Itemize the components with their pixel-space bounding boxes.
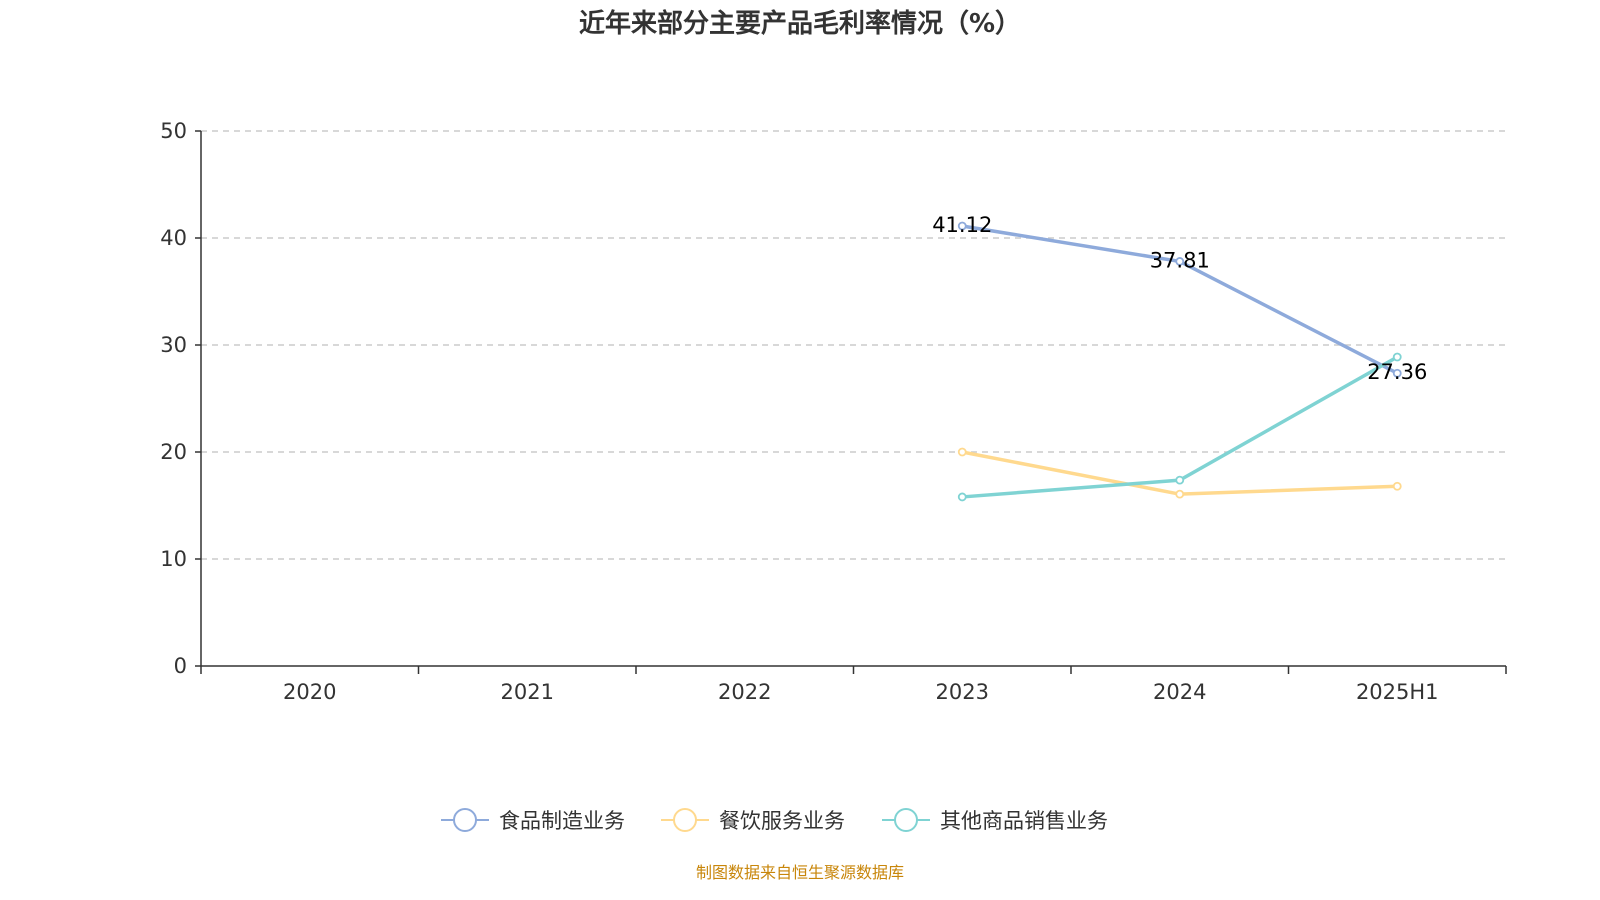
legend-item-3[interactable]: 其他商品销售业务 (882, 808, 1108, 833)
data-point (957, 492, 967, 502)
x-tick-label: 2025H1 (1356, 680, 1439, 704)
series-line-2 (961, 450, 1398, 496)
source-note: 制图数据来自恒生聚源数据库 (696, 863, 904, 882)
y-tick-label: 10 (160, 547, 187, 571)
legend-circle-icon (673, 808, 697, 832)
data-point (1392, 368, 1402, 378)
data-point (957, 221, 967, 231)
chart-title: 近年来部分主要产品毛利率情况（%） (579, 8, 1021, 39)
data-point (1175, 489, 1185, 499)
legend-item-1[interactable]: 食品制造业务 (441, 808, 625, 833)
data-point (1175, 257, 1185, 266)
legend-label: 餐饮服务业务 (719, 809, 845, 833)
data-point (1392, 352, 1402, 362)
legend-label: 其他商品销售业务 (940, 809, 1108, 833)
y-tick-label: 50 (160, 119, 187, 143)
x-tick-label: 2024 (1153, 680, 1206, 704)
x-tick-label: 2023 (936, 680, 989, 704)
legend-label: 食品制造业务 (499, 809, 625, 833)
y-tick-label: 30 (160, 333, 187, 357)
legend-item-2[interactable]: 餐饮服务业务 (661, 808, 845, 833)
data-label: 27.36 (1367, 360, 1427, 384)
y-tick-label: 40 (160, 226, 187, 250)
y-tick-label: 0 (174, 654, 187, 678)
data-label: 41.12 (932, 213, 992, 237)
x-tick-label: 2022 (718, 680, 771, 704)
data-point (1175, 475, 1185, 485)
x-tick-label: 2020 (283, 680, 336, 704)
y-tick-label: 20 (160, 440, 187, 464)
legend-circle-icon (453, 808, 477, 832)
data-point (1392, 481, 1402, 491)
data-label: 37.81 (1150, 248, 1210, 272)
x-tick-label: 2021 (501, 680, 554, 704)
legend-circle-icon (894, 808, 918, 832)
data-point (957, 447, 967, 457)
